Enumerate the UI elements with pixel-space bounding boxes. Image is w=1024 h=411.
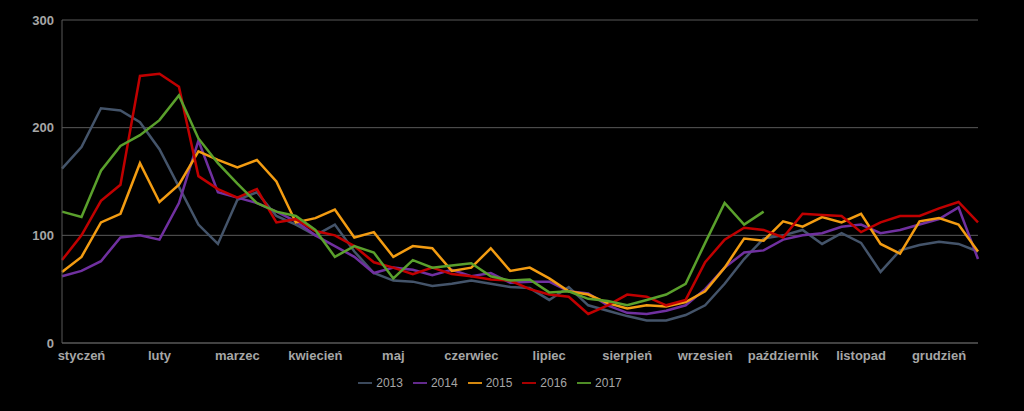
svg-text:październik: październik [748,348,820,363]
svg-text:styczeń: styczeń [58,348,106,363]
svg-text:sierpień: sierpień [602,348,652,363]
svg-text:luty: luty [148,348,172,363]
html-text:2015: 2015 [485,376,513,390]
html-text:2017: 2017 [595,376,622,390]
svg-text:100: 100 [32,228,54,243]
svg-text:0: 0 [47,336,54,351]
svg-text:listopad: listopad [836,348,886,363]
svg-text:marzec: marzec [215,348,260,363]
svg-text:300: 300 [32,13,54,28]
svg-text:grudzień: grudzień [912,348,966,363]
html-text:2016: 2016 [540,376,567,390]
svg-text:czerwiec: czerwiec [444,348,498,363]
html-text:2013: 2013 [376,376,403,390]
svg-text:maj: maj [382,348,404,363]
html-text:2014: 2014 [430,376,458,390]
svg-text:lipiec: lipiec [533,348,566,363]
svg-text:kwiecień: kwiecień [288,348,342,363]
svg-text:200: 200 [32,120,54,135]
svg-text:wrzesień: wrzesień [677,348,733,363]
